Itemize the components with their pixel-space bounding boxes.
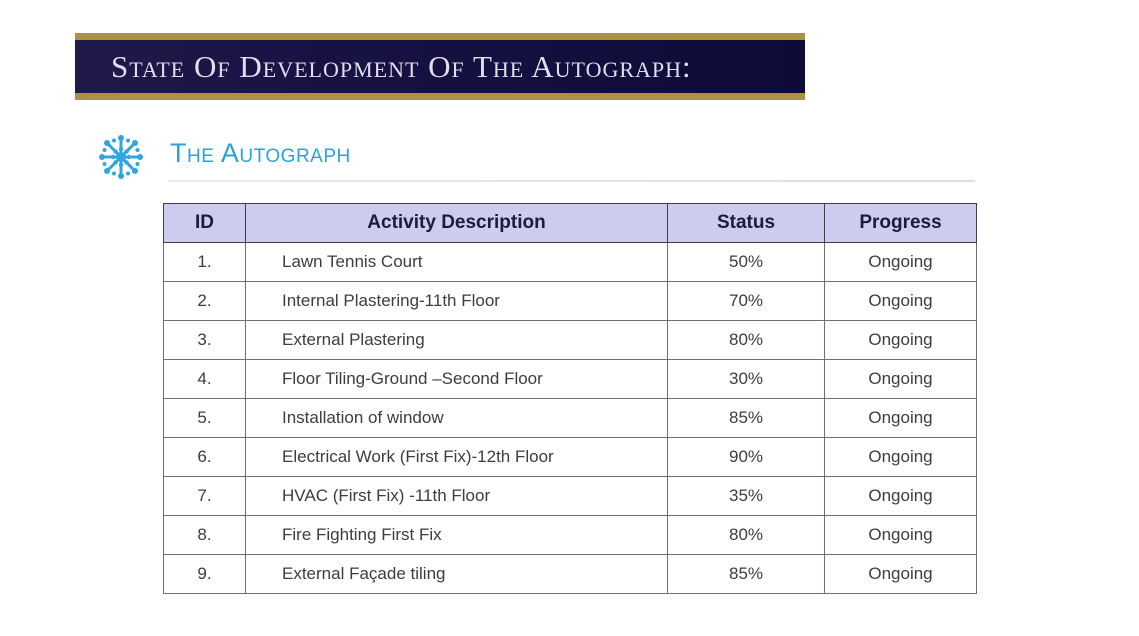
cell-progress: Ongoing [824,515,977,555]
activity-table: ID Activity Description Status Progress … [163,203,977,594]
slide-title: State Of Development Of The Autograph: [111,48,692,84]
cell-description: Lawn Tennis Court [245,242,668,282]
cell-description: External Plastering [245,320,668,360]
cell-status: 35% [667,476,825,516]
cell-status: 30% [667,359,825,399]
snowflake-icon [97,133,145,181]
cell-description: Fire Fighting First Fix [245,515,668,555]
cell-status: 50% [667,242,825,282]
table-row: 5. Installation of window 85% Ongoing [163,398,977,438]
cell-progress: Ongoing [824,359,977,399]
col-header-status: Status [667,203,825,243]
table-row: 1. Lawn Tennis Court 50% Ongoing [163,242,977,282]
title-banner-inner: State Of Development Of The Autograph: [75,40,805,93]
col-header-activity: Activity Description [245,203,668,243]
cell-description: HVAC (First Fix) -11th Floor [245,476,668,516]
cell-progress: Ongoing [824,554,977,594]
table-row: 4. Floor Tiling-Ground –Second Floor 30%… [163,359,977,399]
cell-description: Floor Tiling-Ground –Second Floor [245,359,668,399]
cell-id: 4. [163,359,246,399]
cell-status: 90% [667,437,825,477]
cell-description: External Façade tiling [245,554,668,594]
cell-status: 70% [667,281,825,321]
section-title: The Autograph [170,138,351,168]
cell-description: Installation of window [245,398,668,438]
cell-status: 80% [667,515,825,555]
table-row: 6. Electrical Work (First Fix)-12th Floo… [163,437,977,477]
cell-description: Internal Plastering-11th Floor [245,281,668,321]
activity-table-body: 1. Lawn Tennis Court 50% Ongoing 2. Inte… [163,242,977,594]
col-header-progress: Progress [824,203,977,243]
cell-id: 2. [163,281,246,321]
cell-id: 8. [163,515,246,555]
cell-id: 6. [163,437,246,477]
cell-status: 85% [667,398,825,438]
cell-id: 5. [163,398,246,438]
cell-id: 1. [163,242,246,282]
title-banner: State Of Development Of The Autograph: [75,33,805,100]
table-row: 9. External Façade tiling 85% Ongoing [163,554,977,594]
cell-progress: Ongoing [824,320,977,360]
table-row: 3. External Plastering 80% Ongoing [163,320,977,360]
cell-progress: Ongoing [824,242,977,282]
section-divider [168,180,975,182]
cell-progress: Ongoing [824,398,977,438]
col-header-id: ID [163,203,246,243]
cell-progress: Ongoing [824,476,977,516]
cell-description: Electrical Work (First Fix)-12th Floor [245,437,668,477]
table-row: 8. Fire Fighting First Fix 80% Ongoing [163,515,977,555]
table-row: 7. HVAC (First Fix) -11th Floor 35% Ongo… [163,476,977,516]
table-row: 2. Internal Plastering-11th Floor 70% On… [163,281,977,321]
cell-id: 9. [163,554,246,594]
cell-id: 3. [163,320,246,360]
cell-status: 85% [667,554,825,594]
cell-progress: Ongoing [824,281,977,321]
cell-progress: Ongoing [824,437,977,477]
cell-id: 7. [163,476,246,516]
table-header-row: ID Activity Description Status Progress [163,203,977,243]
cell-status: 80% [667,320,825,360]
